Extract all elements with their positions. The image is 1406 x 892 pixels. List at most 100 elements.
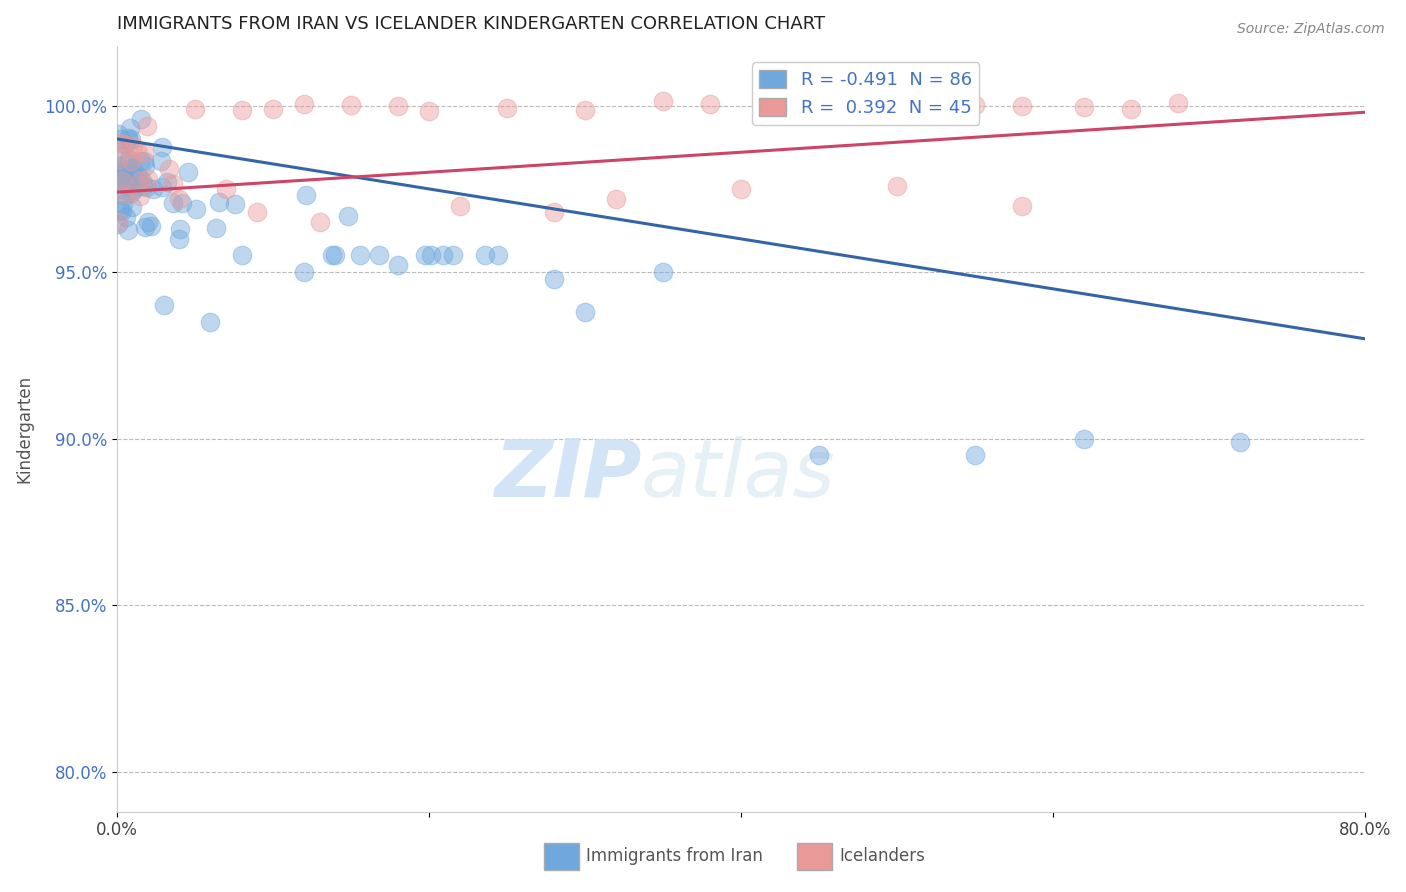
- Point: [1073, 432, 1095, 446]
- Point: [184, 102, 207, 116]
- Point: [474, 248, 496, 262]
- Point: [107, 159, 129, 173]
- Point: [574, 305, 596, 319]
- Point: [121, 138, 143, 153]
- Point: [1229, 435, 1251, 450]
- Point: [114, 163, 136, 178]
- Point: [117, 161, 139, 176]
- Point: [125, 180, 148, 194]
- Text: Immigrants from Iran: Immigrants from Iran: [586, 847, 763, 865]
- Point: [129, 189, 152, 203]
- Point: [136, 172, 159, 186]
- Point: [112, 136, 135, 151]
- Point: [117, 222, 139, 236]
- Point: [134, 219, 156, 234]
- Point: [110, 172, 132, 186]
- Point: [127, 176, 149, 190]
- Point: [574, 103, 596, 118]
- Point: [605, 192, 627, 206]
- Point: [118, 178, 141, 192]
- Point: [387, 259, 409, 273]
- Point: [823, 100, 845, 114]
- Point: [1073, 100, 1095, 114]
- Point: [886, 103, 908, 117]
- Point: [387, 99, 409, 113]
- Text: ZIP: ZIP: [494, 435, 641, 514]
- Point: [215, 182, 238, 196]
- Point: [231, 103, 253, 117]
- Point: [114, 137, 136, 152]
- Text: Icelanders: Icelanders: [839, 847, 925, 865]
- Point: [167, 232, 190, 246]
- Point: [129, 154, 152, 169]
- Point: [136, 215, 159, 229]
- Point: [419, 248, 441, 262]
- Point: [807, 448, 830, 462]
- Point: [208, 194, 231, 209]
- Text: Source: ZipAtlas.com: Source: ZipAtlas.com: [1237, 22, 1385, 37]
- Point: [117, 131, 139, 145]
- Point: [761, 98, 783, 112]
- Point: [184, 202, 207, 216]
- Point: [651, 94, 673, 108]
- Point: [118, 153, 141, 167]
- Point: [224, 197, 246, 211]
- Point: [543, 272, 565, 286]
- Point: [132, 179, 155, 194]
- Point: [167, 192, 190, 206]
- Point: [125, 143, 148, 157]
- Point: [136, 120, 159, 134]
- Point: [117, 134, 139, 148]
- Point: [699, 96, 721, 111]
- Point: [1011, 99, 1033, 113]
- Point: [150, 140, 173, 154]
- Point: [156, 175, 179, 189]
- Point: [295, 188, 318, 202]
- Point: [107, 153, 129, 167]
- Point: [336, 209, 359, 223]
- Point: [142, 182, 165, 196]
- Point: [118, 120, 141, 135]
- Y-axis label: Kindergarten: Kindergarten: [15, 375, 32, 483]
- Point: [107, 215, 129, 229]
- Point: [651, 265, 673, 279]
- Point: [246, 205, 269, 219]
- Point: [121, 153, 143, 168]
- Point: [115, 186, 138, 201]
- Point: [108, 203, 131, 218]
- Point: [292, 265, 315, 279]
- Point: [150, 153, 173, 168]
- Point: [262, 102, 284, 116]
- Point: [111, 174, 134, 188]
- Point: [107, 127, 129, 141]
- Point: [107, 218, 129, 232]
- Text: IMMIGRANTS FROM IRAN VS ICELANDER KINDERGARTEN CORRELATION CHART: IMMIGRANTS FROM IRAN VS ICELANDER KINDER…: [117, 15, 825, 33]
- Point: [132, 146, 155, 161]
- Point: [121, 161, 143, 175]
- Point: [111, 196, 134, 211]
- Point: [152, 298, 174, 312]
- Point: [112, 174, 135, 188]
- Point: [162, 195, 184, 210]
- Point: [117, 177, 139, 191]
- Point: [120, 186, 142, 200]
- Point: [231, 248, 253, 262]
- Point: [495, 101, 517, 115]
- Point: [368, 248, 391, 262]
- Point: [122, 182, 145, 196]
- Point: [115, 157, 138, 171]
- Point: [136, 180, 159, 194]
- Point: [139, 219, 162, 234]
- Point: [107, 165, 129, 179]
- Point: [340, 98, 363, 112]
- Point: [323, 248, 346, 262]
- Point: [308, 215, 330, 229]
- Point: [963, 98, 986, 112]
- Point: [121, 200, 143, 214]
- Point: [114, 210, 136, 224]
- Point: [112, 148, 135, 162]
- Point: [1119, 103, 1142, 117]
- Point: [486, 248, 509, 262]
- Point: [205, 221, 228, 235]
- Point: [129, 112, 152, 126]
